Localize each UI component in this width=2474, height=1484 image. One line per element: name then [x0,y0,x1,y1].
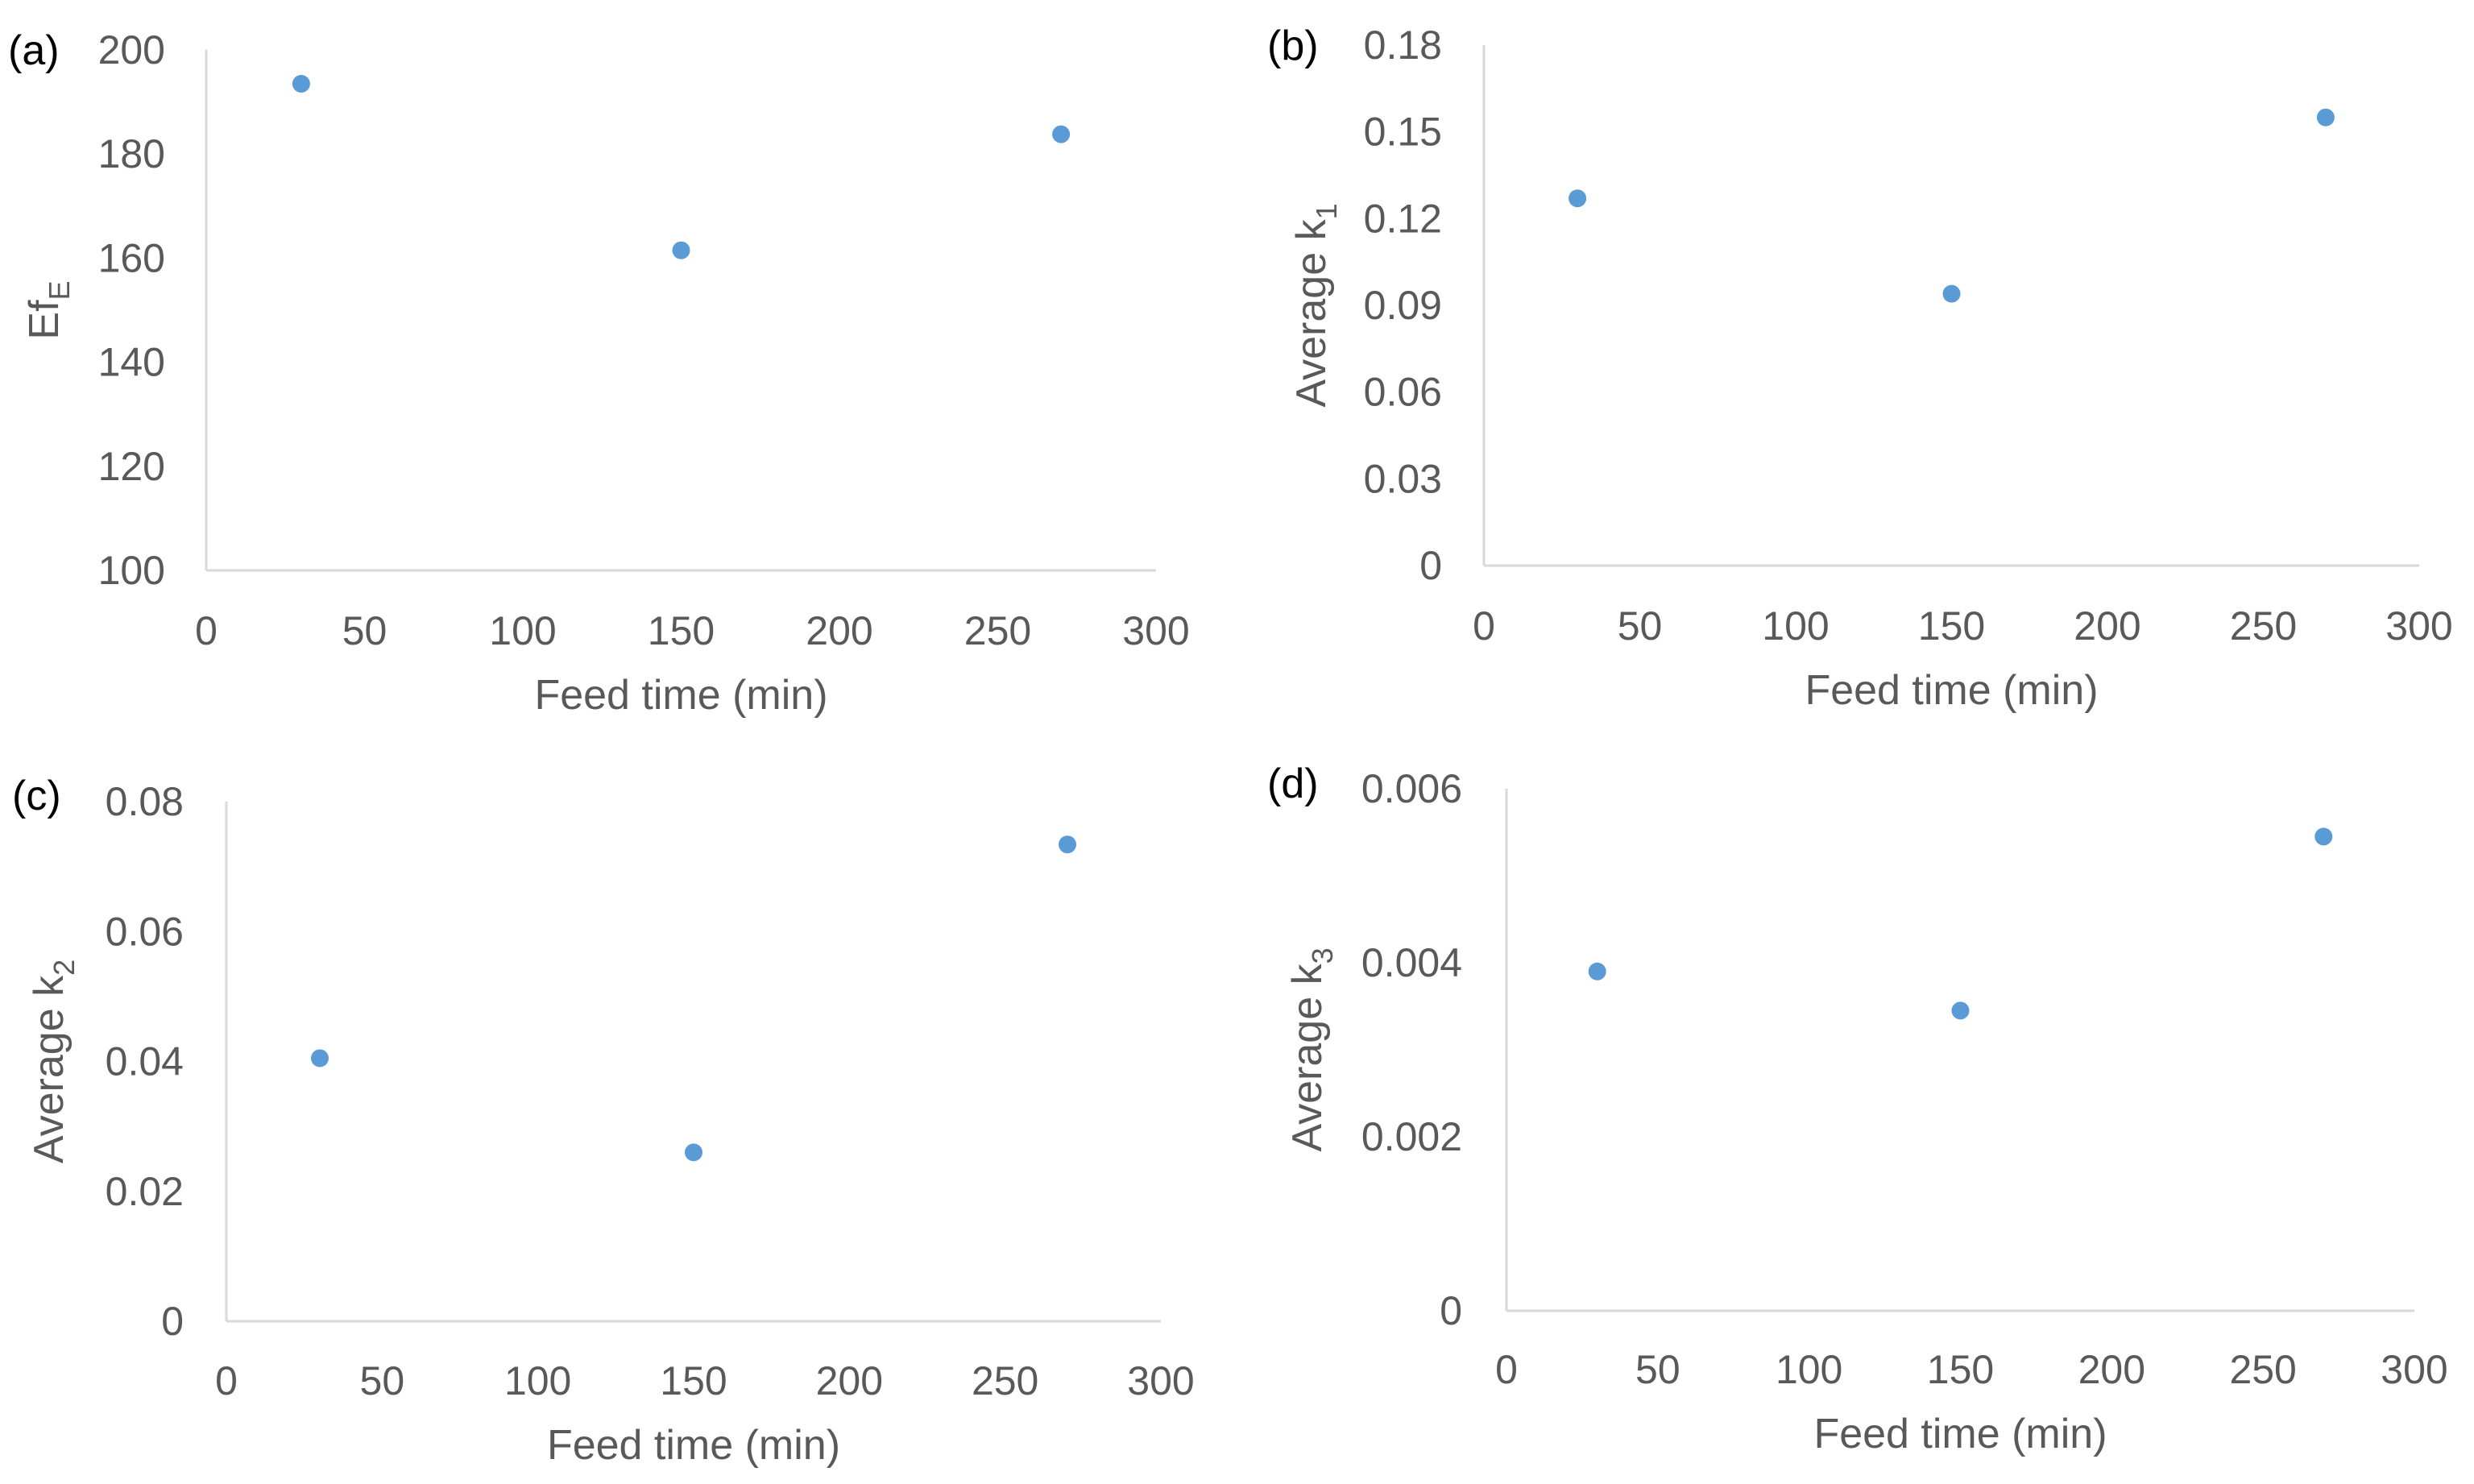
y-axis-title: Average k2 [26,960,81,1163]
panel-label: (d) [1267,761,1319,807]
x-tick-label: 100 [1762,603,1829,649]
panel-label: (c) [12,773,61,819]
x-tick-label: 150 [660,1358,727,1403]
y-tick-label: 140 [98,340,165,385]
x-tick-label: 150 [1918,603,1985,649]
y-axis-title-subscript: 3 [1306,947,1339,964]
data-point [1588,962,1606,980]
y-tick-label: 0.06 [106,909,184,954]
y-tick-label: 100 [98,548,165,593]
data-point [311,1049,329,1067]
y-axis-title-text: Average k [26,975,73,1163]
y-axis-title-text: Average k [1284,963,1331,1151]
x-tick-label: 250 [2229,1347,2296,1392]
panel-label: (b) [1267,23,1319,69]
panel-c: 0 0.02 0.04 0.06 0.08 0 50 100 150 200 250 300 Feed … [12,773,1195,1469]
y-axis-title: EfE [21,280,76,339]
x-tick-label: 50 [342,608,387,653]
y-tick-label: 0.18 [1364,23,1442,68]
x-tick-label: 300 [1127,1358,1194,1403]
y-axis-title-text: Ef [21,300,68,340]
x-tick-label: 0 [195,608,218,653]
x-tick-label: 100 [489,608,556,653]
data-point [2316,108,2335,126]
y-tick-label: 180 [98,131,165,176]
data-point [1951,1001,1970,1020]
data-point [685,1143,702,1162]
x-axis-title: Feed time (min) [1813,1411,2107,1457]
y-axis-title-subscript: 1 [1310,203,1343,219]
y-tick-label: 0.12 [1364,196,1442,241]
y-axis-title-subscript: 2 [48,960,81,976]
x-tick-label: 300 [1122,608,1189,653]
data-point [292,74,310,93]
y-tick-label: 160 [98,235,165,280]
y-tick-label: 0.09 [1364,283,1442,328]
y-axis-title: Average k1 [1288,203,1343,407]
y-tick-label: 0 [1419,543,1442,588]
x-axis-title: Feed time (min) [534,672,827,719]
panel-d: 0 0.002 0.004 0.006 0 50 100 150 200 250 300 Feed t… [1267,761,2448,1457]
x-tick-label: 50 [360,1358,405,1403]
y-tick-label: 0.15 [1364,110,1442,155]
y-tick-label: 0.08 [106,779,184,824]
y-tick-label: 0.06 [1364,370,1442,415]
x-tick-label: 200 [2078,1347,2145,1392]
y-tick-label: 200 [98,27,165,73]
x-tick-label: 0 [1473,603,1495,649]
y-axis-title-text: Average k [1288,218,1335,407]
y-tick-label: 0 [1440,1288,1462,1333]
y-tick-label: 0.006 [1361,766,1462,811]
y-axis-title: Average k3 [1284,947,1339,1151]
x-tick-label: 0 [1495,1347,1518,1392]
x-tick-label: 50 [1618,603,1663,649]
data-point [1052,125,1071,143]
data-point [1942,284,1961,303]
y-tick-label: 0 [161,1299,184,1344]
x-tick-label: 100 [1776,1347,1842,1392]
y-tick-label: 0.04 [106,1039,184,1084]
x-tick-label: 300 [2381,1347,2447,1392]
y-tick-label: 0.002 [1361,1114,1462,1159]
y-axis-title-subscript: E [43,280,76,300]
x-tick-label: 200 [806,608,872,653]
data-point [1059,835,1076,854]
x-tick-label: 100 [504,1358,571,1403]
data-point [2314,827,2333,846]
y-tick-label: 0.03 [1364,456,1442,501]
x-tick-label: 200 [2074,603,2140,649]
x-tick-label: 50 [1635,1347,1680,1392]
panel-a: 100 120 140 160 180 200 0 50 100 150 200 250 300 Feed… [8,27,1190,719]
x-tick-label: 300 [2385,603,2452,649]
y-tick-label: 120 [98,444,165,489]
x-axis-title: Feed time (min) [1805,667,2098,714]
panel-b: 0 0.03 0.06 0.09 0.12 0.15 0.18 0 50 100 150 200 250… [1267,23,2453,714]
x-tick-label: 0 [215,1358,238,1403]
x-tick-label: 250 [972,1358,1038,1403]
data-point [1569,189,1587,208]
x-tick-label: 200 [816,1358,883,1403]
x-axis-title: Feed time (min) [547,1422,840,1469]
x-tick-label: 150 [648,608,715,653]
data-point [672,241,690,259]
x-tick-label: 150 [1927,1347,1994,1392]
y-tick-label: 0.004 [1361,940,1462,985]
y-tick-label: 0.02 [106,1169,184,1214]
x-tick-label: 250 [964,608,1031,653]
x-tick-label: 250 [2230,603,2297,649]
panel-label: (a) [8,27,60,74]
